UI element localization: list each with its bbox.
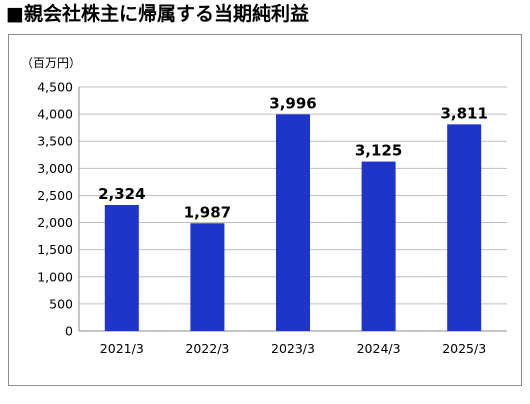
page-title: ■親会社株主に帰属する当期純利益 xyxy=(6,3,309,25)
bar xyxy=(190,223,225,331)
data-label: 2,324 xyxy=(98,185,145,203)
y-tick-label: 4,500 xyxy=(37,80,73,95)
y-tick-label: 500 xyxy=(49,296,73,311)
y-tick-label: 3,500 xyxy=(37,134,73,149)
y-tick-label: 3,000 xyxy=(37,161,73,176)
bar xyxy=(361,161,396,331)
y-tick-label: 1,500 xyxy=(37,242,73,257)
x-tick-label: 2023/3 xyxy=(271,341,315,356)
y-tick-label: 0 xyxy=(65,324,73,339)
bar xyxy=(447,124,482,332)
x-tick-label: 2022/3 xyxy=(185,341,229,356)
y-tick-label: 2,000 xyxy=(37,215,73,230)
bar-chart: 0 500 1,000 1,500 2,000 2,500 3,000 3,500 4,000 4… xyxy=(37,80,507,356)
bar xyxy=(276,114,310,331)
data-label: 3,125 xyxy=(355,142,402,160)
data-label: 3,996 xyxy=(269,94,316,112)
y-tick-label: 4,000 xyxy=(37,107,73,122)
y-tick-label: 2,500 xyxy=(37,188,73,203)
data-label: 1,987 xyxy=(184,203,231,221)
x-tick-label: 2021/3 xyxy=(100,341,144,356)
x-tick-label: 2025/3 xyxy=(442,341,486,356)
bar xyxy=(104,204,139,331)
unit-label: （百万円） xyxy=(21,56,82,70)
x-tick-label: 2024/3 xyxy=(357,341,401,356)
data-label: 3,811 xyxy=(440,104,487,122)
chart-frame: （百万円） 0 500 1,000 1,500 2,000 2,500 3,000 3,500… xyxy=(8,34,522,386)
y-tick-label: 1,000 xyxy=(37,269,73,284)
